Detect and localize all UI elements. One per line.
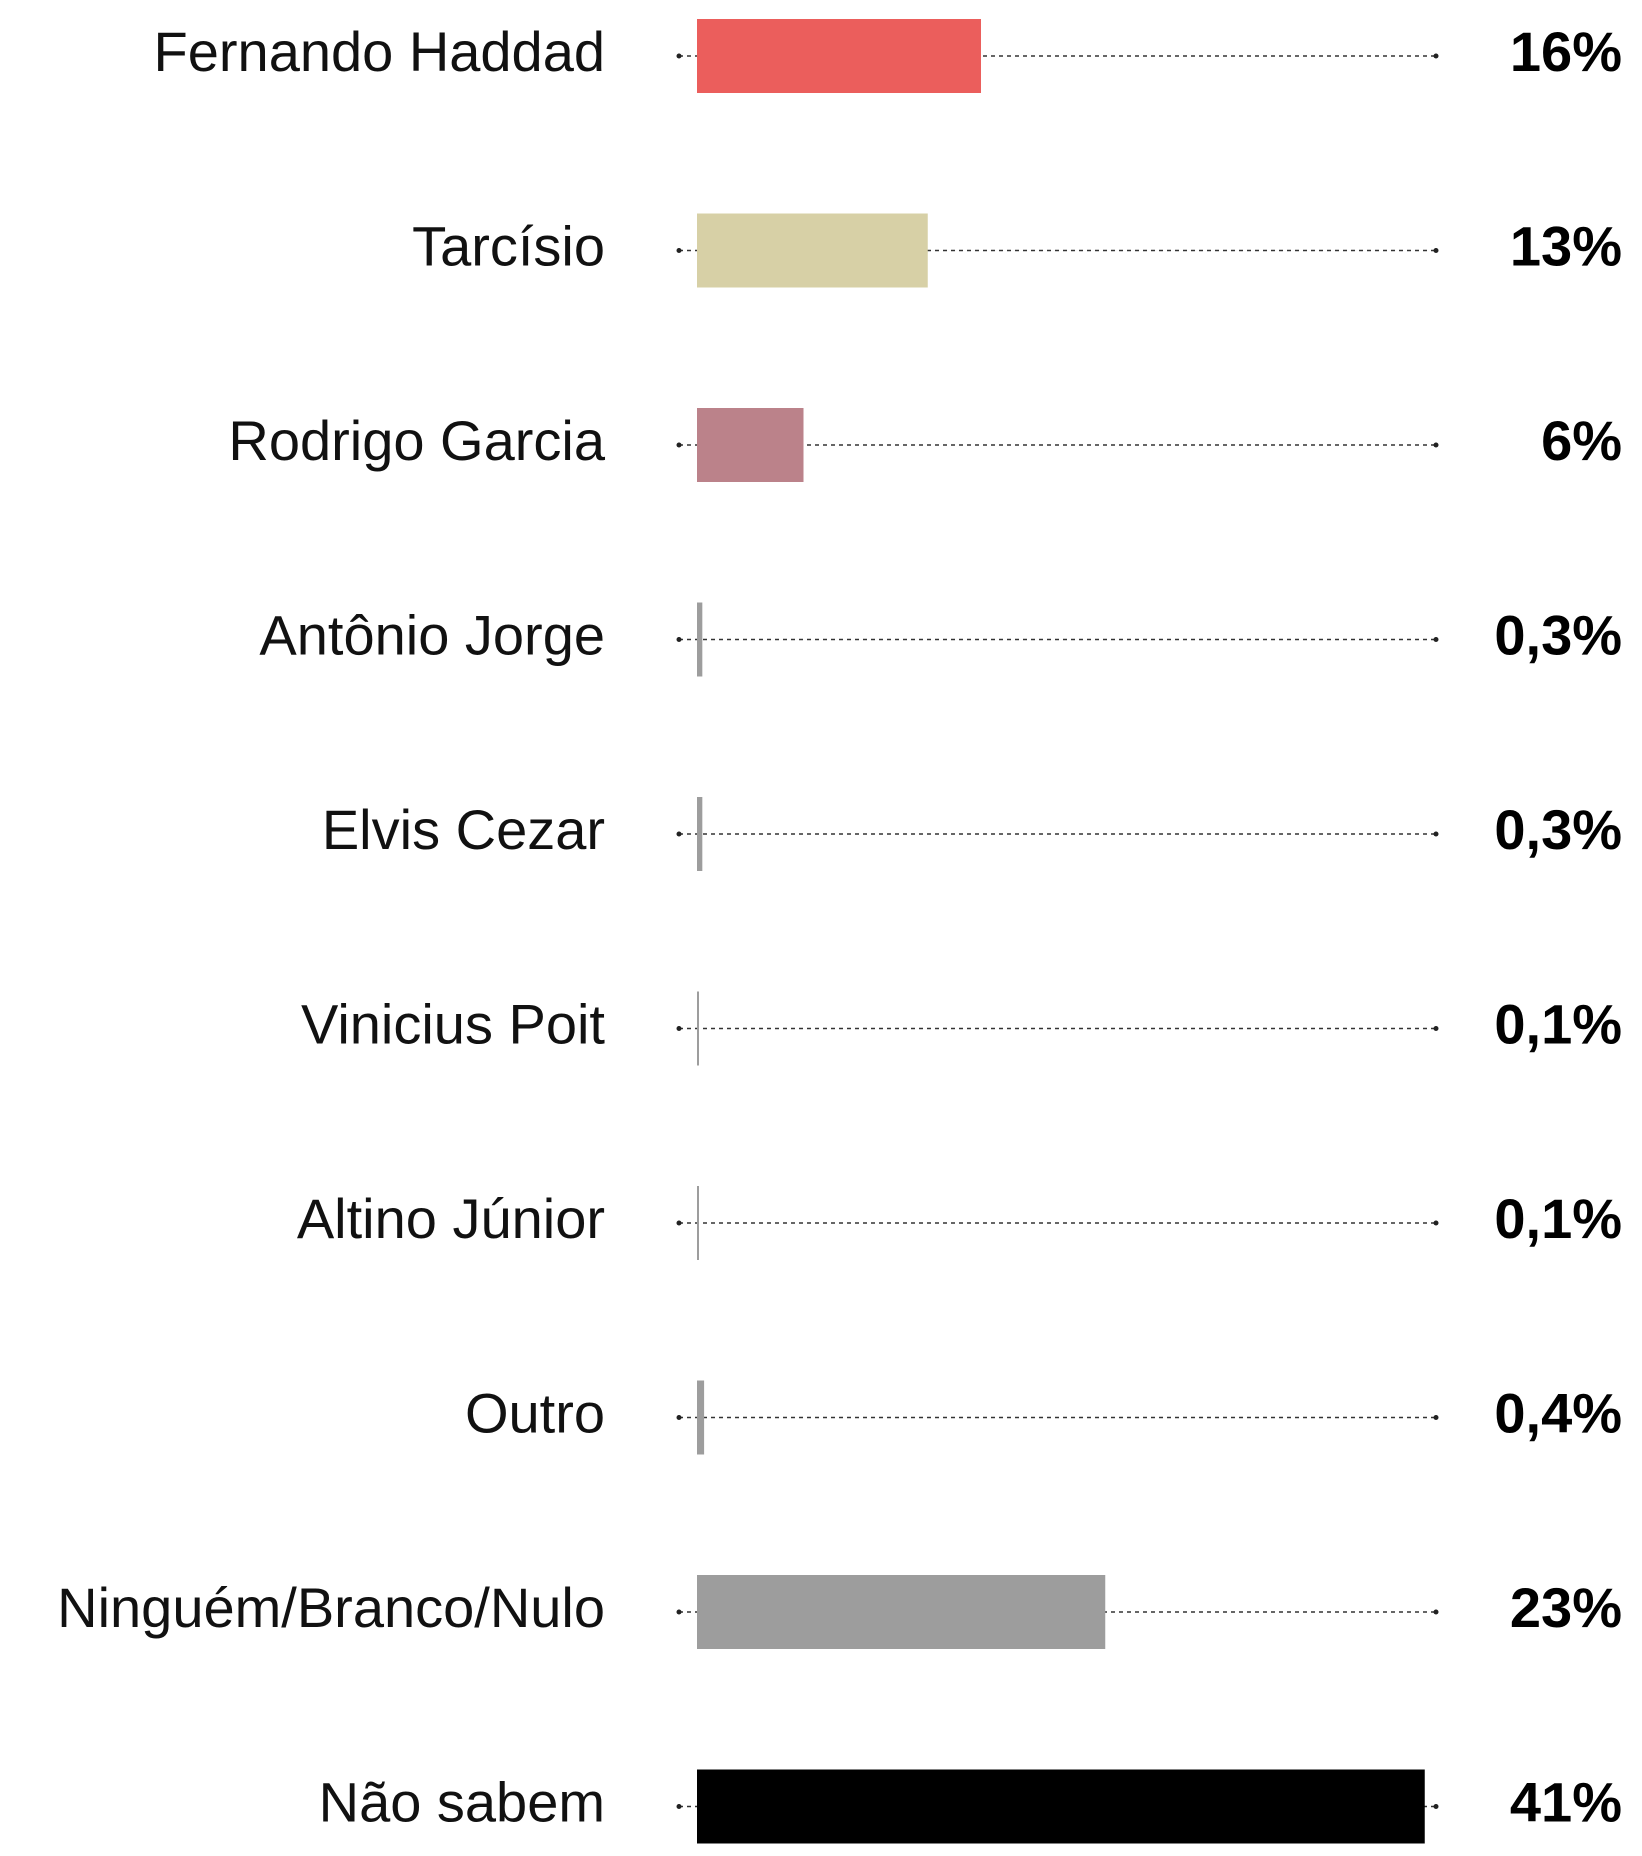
bar <box>697 1380 705 1455</box>
guide-dot <box>676 1220 682 1226</box>
guide-dot <box>1433 1220 1439 1226</box>
guide-dot <box>1433 1609 1439 1615</box>
category-label: Altino Júnior <box>297 1187 605 1250</box>
guide-dot <box>676 442 682 448</box>
guide-dot <box>1433 1415 1439 1420</box>
category-label: Antônio Jorge <box>259 603 605 666</box>
bar <box>697 19 981 93</box>
guide-dot <box>1433 1804 1439 1809</box>
value-label: 0,3% <box>1494 603 1622 666</box>
category-label: Ninguém/Branco/Nulo <box>57 1576 605 1639</box>
bar <box>697 1575 1106 1649</box>
value-label: 23% <box>1510 1576 1622 1639</box>
category-label: Outro <box>465 1381 605 1444</box>
value-label: 16% <box>1510 20 1622 83</box>
bar <box>697 213 928 288</box>
guide-dot <box>676 1026 682 1031</box>
guide-dot <box>1433 1026 1439 1031</box>
guide-dot <box>676 637 682 642</box>
value-label: 6% <box>1541 409 1622 472</box>
category-label: Rodrigo Garcia <box>228 409 605 472</box>
value-label: 0,1% <box>1494 1187 1622 1250</box>
category-label: Tarcísio <box>412 214 605 277</box>
guide-dot <box>1433 53 1439 59</box>
guide-dot <box>1433 831 1439 837</box>
guide-dot <box>1433 442 1439 448</box>
category-label: Fernando Haddad <box>154 20 605 83</box>
guide-dot <box>1433 637 1439 642</box>
guide-dot <box>676 248 682 253</box>
bar <box>697 1186 699 1260</box>
value-label: 0,3% <box>1494 798 1622 861</box>
guide-dot <box>676 831 682 837</box>
guide-dot <box>676 1415 682 1420</box>
bar <box>697 602 703 677</box>
bar <box>697 797 703 871</box>
value-label: 13% <box>1510 214 1622 277</box>
value-label: 41% <box>1510 1770 1622 1833</box>
guide-dot <box>1433 248 1439 253</box>
guide-dot <box>676 1804 682 1809</box>
bar <box>697 1769 1425 1844</box>
guide-dot <box>676 1609 682 1615</box>
category-label: Elvis Cezar <box>322 798 605 861</box>
category-label: Não sabem <box>319 1770 605 1833</box>
value-label: 0,1% <box>1494 992 1622 1055</box>
guide-dot <box>676 53 682 59</box>
category-label: Vinicius Poit <box>301 992 605 1055</box>
bar <box>697 408 804 482</box>
bar <box>697 991 699 1066</box>
value-label: 0,4% <box>1494 1381 1622 1444</box>
